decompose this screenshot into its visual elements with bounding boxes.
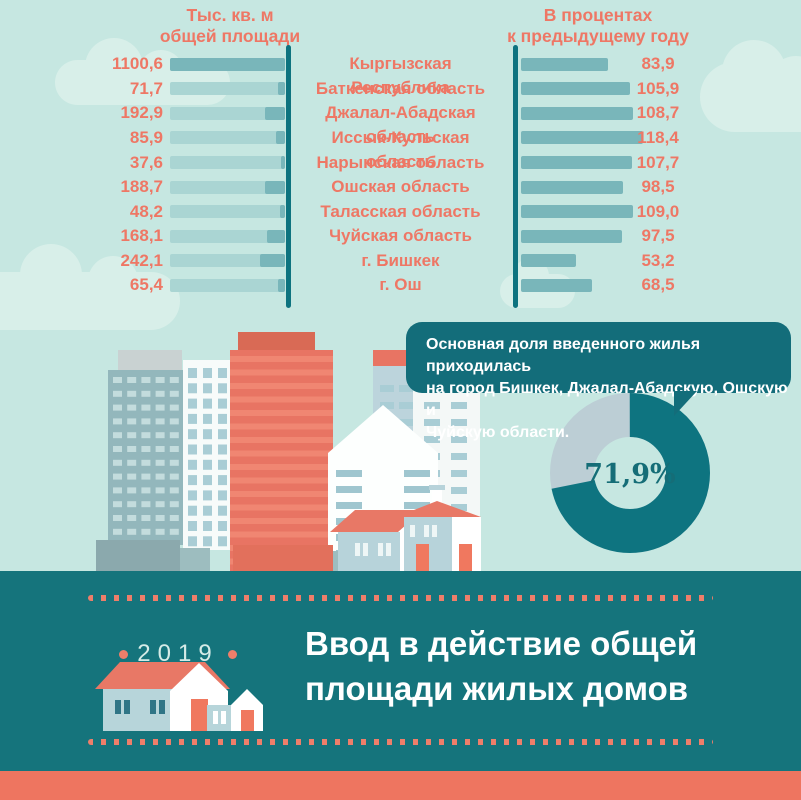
bar-right	[521, 229, 622, 243]
bar-value-left: 65,4	[129, 275, 163, 295]
bar-category-label: Иссык-Кульская область	[331, 127, 470, 171]
bar-value-right: 109,0	[636, 201, 680, 221]
bar-fill-left	[259, 254, 285, 268]
bar-track-left	[170, 229, 285, 243]
bar-value-left: 192,9	[120, 103, 163, 123]
city-skyline-illustration	[96, 332, 481, 571]
bar-value-left: 71,7	[129, 78, 163, 98]
bar-value-right: 97,5	[641, 226, 675, 246]
right-axis-title: В процентах к предыдущему году	[507, 5, 689, 46]
bar-value-left: 168,1	[120, 226, 163, 246]
bar-value-left: 188,7	[120, 177, 163, 197]
bar-track-left	[170, 57, 285, 71]
bar-track-left	[170, 82, 285, 96]
year-dot-right-icon	[227, 649, 237, 659]
bar-right	[521, 278, 592, 292]
bar-right	[521, 205, 634, 219]
bar-fill-left	[276, 131, 285, 145]
bar-value-right: 108,7	[636, 103, 680, 123]
bar-value-right: 83,9	[641, 54, 675, 74]
bar-right	[521, 82, 631, 96]
bar-fill-left	[281, 156, 285, 169]
donut-value-label: 71,9%	[584, 459, 676, 490]
bar-category-label: Кыргызская Республика	[349, 54, 452, 98]
bar-value-left: 37,6	[129, 152, 163, 172]
bar-right	[521, 131, 643, 145]
bar-value-left: 85,9	[129, 127, 163, 147]
callout-bubble: Основная доля введенного жилья приходила…	[406, 322, 791, 441]
pedestal-gray	[96, 540, 180, 571]
bar-fill-left	[170, 57, 285, 71]
bar-fill-left	[280, 205, 285, 219]
bar-value-right: 105,9	[636, 78, 680, 98]
bar-right	[521, 57, 608, 71]
houses-icon	[95, 662, 263, 731]
bar-category-label: г. Бишкек	[361, 250, 440, 270]
bar-value-right: 68,5	[641, 275, 675, 295]
dotted-divider-top	[88, 595, 713, 601]
house-small-right	[396, 485, 481, 571]
building-coral-roof	[238, 332, 315, 352]
bar-value-right: 98,5	[641, 177, 675, 197]
cloud-icon	[700, 62, 801, 132]
bar-value-left: 48,2	[129, 201, 163, 221]
bar-category-label: Ошская область	[331, 177, 470, 197]
bar-category-label: Таласская область	[320, 201, 481, 221]
callout-tail	[674, 391, 697, 416]
bar-fill-left	[264, 106, 285, 120]
bar-value-right: 107,7	[636, 152, 680, 172]
title-band: 2019 Ввод в действие общей площади жилых…	[0, 571, 801, 771]
footer-stripe	[0, 771, 801, 800]
bar-track-left	[170, 254, 285, 268]
bar-value-right: 118,4	[637, 127, 679, 147]
infographic-title: Ввод в действие общей площади жилых домо…	[305, 625, 698, 707]
cloud-icon	[0, 272, 180, 330]
left-chart-axis	[286, 45, 291, 308]
building-gray-cap	[118, 350, 182, 372]
donut-chart	[550, 393, 710, 553]
right-chart-axis	[513, 45, 518, 308]
pedestal-coral	[233, 545, 333, 571]
bar-track-left	[170, 205, 285, 219]
bar-category-label: Джалал-Абадская область	[325, 103, 476, 147]
bar-track-left	[170, 131, 285, 145]
bar-right	[521, 156, 632, 169]
bar-track-left	[170, 278, 285, 292]
bar-fill-left	[277, 82, 285, 96]
pedestal-teal	[180, 548, 210, 571]
bar-fill-left	[267, 229, 285, 243]
bar-category-label: г. Ош	[379, 275, 422, 295]
bar-category-label: Баткенская область	[315, 78, 486, 98]
donut-main-slice	[550, 393, 710, 553]
bar-category-label: Чуйская область	[329, 226, 472, 246]
bar-value-right: 53,2	[641, 250, 675, 270]
bar-fill-left	[265, 180, 285, 194]
bar-value-left: 1100,6	[111, 54, 163, 74]
bar-fill-left	[278, 278, 285, 292]
bar-category-label: Нарынская область	[316, 152, 485, 172]
bar-value-left: 242,1	[120, 250, 163, 270]
year-dot-left-icon	[119, 649, 129, 659]
bar-track-left	[170, 180, 285, 194]
bar-track-left	[170, 156, 285, 169]
bar-right	[521, 254, 576, 268]
left-axis-title: Тыс. кв. м общей площади	[159, 5, 301, 46]
bar-track-left	[170, 106, 285, 120]
dotted-divider-bottom	[88, 739, 713, 745]
callout-text: Основная доля введенного жилья приходила…	[426, 336, 788, 441]
bar-right	[521, 106, 633, 120]
bar-right	[521, 180, 623, 194]
